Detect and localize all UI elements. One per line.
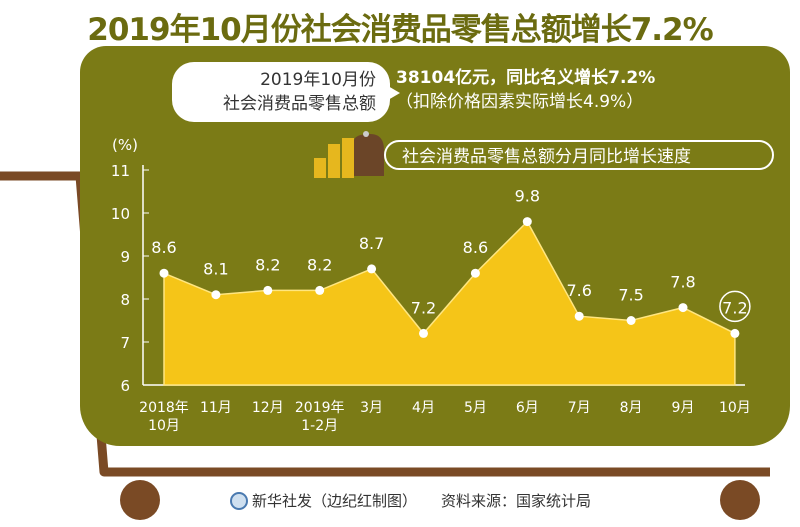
data-label: 8.1: [203, 260, 228, 279]
data-point: [211, 290, 221, 300]
footer-credit: 新华社发（边纪红制图）: [252, 492, 418, 510]
page-title: 2019年10月份社会消费品零售总额增长7.2%: [87, 12, 713, 48]
data-point: [574, 311, 584, 321]
data-point: [678, 303, 688, 313]
x-tick-label: 8月: [620, 400, 643, 416]
data-label: 8.7: [359, 234, 384, 253]
data-point: [419, 328, 428, 338]
x-tick-label: 9月: [672, 400, 695, 416]
y-tick-label: 11: [111, 162, 130, 180]
highlight-circle: [719, 290, 751, 323]
x-tick-label: 6月: [516, 400, 539, 416]
x-tick-label: 5月: [464, 400, 487, 416]
data-label: 7.2: [411, 298, 436, 317]
headline: 38104亿元，同比名义增长7.2% （扣除价格因素实际增长4.9%）: [396, 66, 655, 114]
x-tick-label: 2019年 1-2月: [295, 400, 345, 434]
data-label: 8.6: [151, 238, 176, 257]
headline-total: 38104亿元，同比名义增长7.2%: [396, 68, 656, 88]
coins-purse-icon: [314, 131, 384, 178]
data-point: [626, 316, 636, 325]
data-point: [315, 285, 325, 295]
footer-source: 资料来源：国家统计局: [441, 492, 592, 510]
cart-wheel-left: [120, 480, 160, 520]
y-tick-label: 6: [120, 377, 130, 395]
x-tick-label: 3月: [360, 400, 383, 416]
cart-wheel-right: [720, 480, 760, 520]
x-tick-label: 12月: [252, 400, 284, 416]
bubble-line2: 社会消费品零售总额: [223, 94, 376, 114]
data-point: [470, 268, 480, 278]
data-point: [367, 264, 377, 274]
area-series: [163, 220, 736, 386]
y-tick-label: 10: [111, 205, 130, 223]
footer: 新华社发（边纪红制图） 资料来源：国家统计局: [230, 490, 591, 511]
x-tick-label: 7月: [568, 400, 591, 416]
x-tick-label: 2018年 10月: [139, 400, 189, 434]
data-label: 7.8: [670, 273, 695, 292]
y-tick-label: 7: [120, 334, 130, 352]
x-tick-label: 4月: [412, 400, 435, 416]
y-tick-label: 8: [120, 291, 130, 309]
data-point: [159, 268, 169, 278]
x-tick-label: 11月: [200, 400, 232, 416]
callout-bubble: 2019年10月份 社会消费品零售总额: [172, 62, 400, 122]
xinhua-logo-icon: [230, 492, 248, 510]
data-label: 8.6: [463, 238, 488, 257]
chart-title: 社会消费品零售总额分月同比增长速度: [384, 140, 774, 170]
y-tick-label: 9: [120, 248, 130, 266]
data-label: 7.6: [566, 281, 591, 300]
data-label: 9.8: [515, 187, 540, 206]
data-point: [522, 217, 532, 227]
x-tick-label: 10月: [719, 400, 751, 416]
data-point: [263, 285, 273, 295]
headline-real-growth: （扣除价格因素实际增长4.9%）: [396, 92, 644, 112]
bubble-line1: 2019年10月份: [260, 70, 376, 90]
data-label: 7.5: [618, 286, 643, 305]
data-label: 8.2: [307, 255, 332, 274]
data-label: 7.2: [722, 298, 747, 317]
data-label: 8.2: [255, 255, 280, 274]
data-point: [730, 328, 740, 338]
y-axis-label: (%): [112, 136, 138, 154]
